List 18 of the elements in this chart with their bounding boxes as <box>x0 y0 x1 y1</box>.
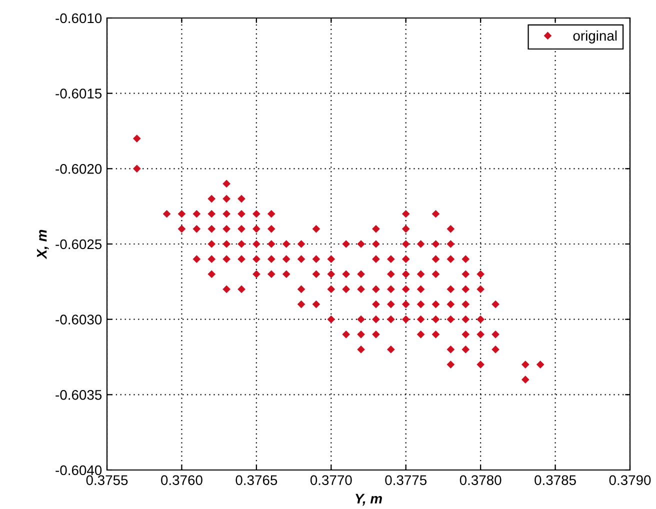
x-axis-title: Y, m <box>356 494 382 506</box>
y-tick-label: -0.6010 <box>56 13 102 24</box>
y-tick-label: -0.6040 <box>56 465 102 476</box>
x-tick-label: 0.3770 <box>310 475 352 486</box>
x-tick-label: 0.3780 <box>460 475 502 486</box>
y-axis-title: X, m <box>37 230 49 260</box>
x-tick-label: 0.3760 <box>161 475 202 486</box>
x-tick-label: 0.3785 <box>534 475 576 486</box>
x-tick-label: 0.3790 <box>609 475 651 486</box>
x-tick-label: 0.3765 <box>236 475 278 486</box>
y-tick-label: -0.6025 <box>56 239 102 250</box>
x-tick-label: 0.3775 <box>385 475 427 486</box>
x-tick-label: 0.3755 <box>86 475 128 486</box>
y-tick-label: -0.6030 <box>56 314 102 325</box>
y-tick-label: -0.6020 <box>56 164 102 174</box>
y-tick-label: -0.6035 <box>56 390 102 400</box>
legend-label: original <box>573 30 617 44</box>
y-tick-label: -0.6015 <box>56 88 102 99</box>
